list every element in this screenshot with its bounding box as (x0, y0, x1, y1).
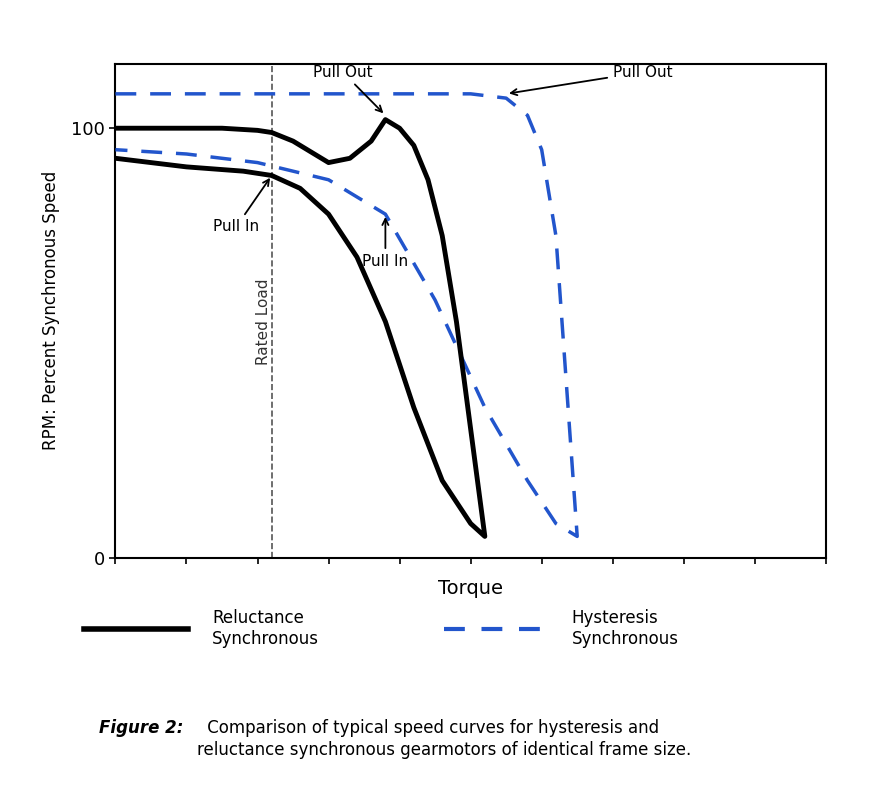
Text: Hysteresis
Synchronous: Hysteresis Synchronous (572, 610, 678, 648)
X-axis label: Torque: Torque (438, 579, 503, 599)
Text: Pull Out: Pull Out (511, 65, 672, 95)
Text: Reluctance
Synchronous: Reluctance Synchronous (212, 610, 319, 648)
Text: Pull Out: Pull Out (313, 65, 382, 112)
Y-axis label: RPM: Percent Synchronous Speed: RPM: Percent Synchronous Speed (42, 171, 60, 450)
Text: reluctance synchronous gearmotors of identical frame size.: reluctance synchronous gearmotors of ide… (197, 740, 691, 759)
Text: Pull In: Pull In (213, 179, 269, 234)
Text: Figure 2:: Figure 2: (99, 719, 184, 737)
Text: Pull In: Pull In (362, 219, 408, 269)
Text: Rated Load: Rated Load (256, 278, 271, 365)
Text: Comparison of typical speed curves for hysteresis and: Comparison of typical speed curves for h… (202, 719, 659, 737)
